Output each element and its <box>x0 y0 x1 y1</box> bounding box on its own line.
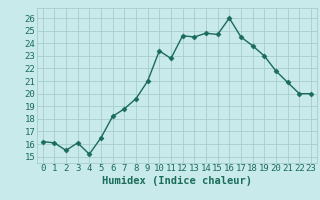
X-axis label: Humidex (Indice chaleur): Humidex (Indice chaleur) <box>102 176 252 186</box>
